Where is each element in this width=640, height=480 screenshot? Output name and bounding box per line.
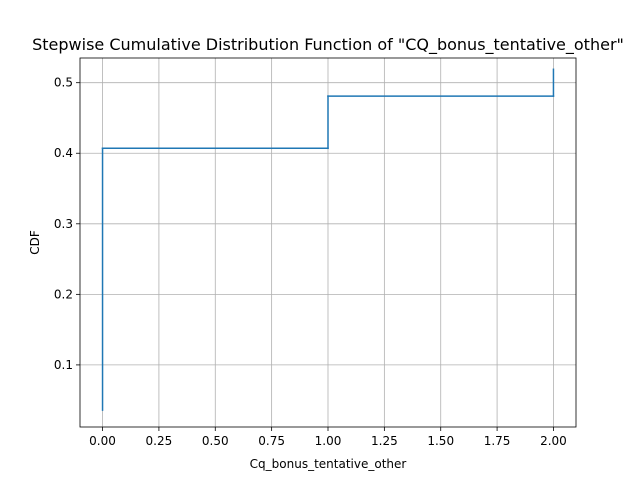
x-tick-label: 0.00: [89, 434, 116, 448]
x-axis-ticks: 0.00 0.25 0.50 0.75 1.00 1.25 1.50 1.75 2.00: [89, 427, 567, 448]
x-tick-label: 0.75: [258, 434, 285, 448]
y-tick-label: 0.1: [54, 358, 73, 372]
x-tick-label: 2.00: [540, 434, 567, 448]
y-tick-label: 0.3: [54, 217, 73, 231]
chart-title: Stepwise Cumulative Distribution Functio…: [32, 35, 624, 55]
series-layer: [101, 68, 555, 411]
x-tick-label: 1.00: [315, 434, 342, 448]
x-tick-label: 0.25: [146, 434, 173, 448]
x-tick-label: 1.75: [484, 434, 511, 448]
x-axis-label: Cq_bonus_tentative_other: [250, 457, 407, 471]
y-tick-label: 0.2: [54, 287, 73, 301]
x-tick-label: 1.25: [371, 434, 398, 448]
y-tick-label: 0.5: [54, 76, 73, 90]
x-tick-label: 0.50: [202, 434, 229, 448]
y-tick-label: 0.4: [54, 146, 73, 160]
y-axis-label: CDF: [28, 230, 42, 255]
x-tick-label: 1.50: [427, 434, 454, 448]
y-axis-ticks: 0.1 0.2 0.3 0.4 0.5: [54, 76, 80, 372]
